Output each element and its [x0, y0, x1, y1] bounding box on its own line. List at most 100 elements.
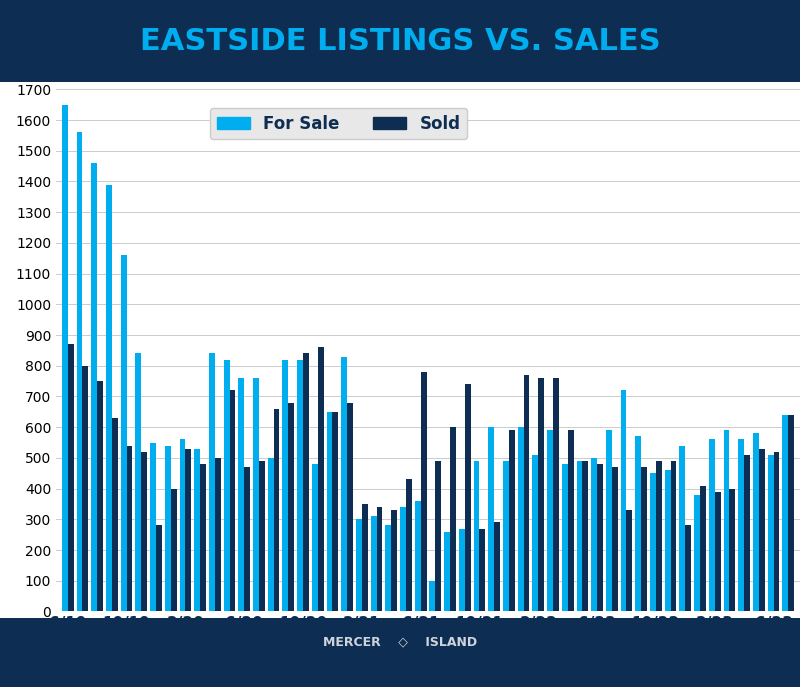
- Bar: [782, 415, 788, 611]
- Bar: [738, 440, 744, 611]
- Bar: [165, 446, 170, 611]
- Bar: [297, 359, 303, 611]
- Bar: [318, 348, 324, 611]
- Bar: [635, 436, 642, 611]
- Bar: [753, 433, 759, 611]
- Bar: [106, 185, 112, 611]
- Bar: [377, 507, 382, 611]
- Bar: [230, 390, 235, 611]
- Bar: [532, 455, 538, 611]
- Bar: [121, 255, 126, 611]
- Bar: [538, 378, 544, 611]
- Bar: [209, 353, 214, 611]
- Bar: [414, 501, 421, 611]
- Bar: [259, 461, 265, 611]
- Bar: [274, 409, 279, 611]
- Bar: [244, 467, 250, 611]
- Bar: [597, 464, 603, 611]
- Bar: [156, 526, 162, 611]
- Bar: [518, 427, 523, 611]
- Bar: [774, 452, 779, 611]
- Bar: [200, 464, 206, 611]
- Bar: [679, 446, 686, 611]
- Bar: [97, 381, 103, 611]
- Bar: [650, 473, 656, 611]
- Bar: [194, 449, 200, 611]
- Bar: [135, 353, 142, 611]
- Bar: [509, 430, 514, 611]
- Bar: [362, 504, 368, 611]
- Bar: [82, 365, 88, 611]
- Bar: [700, 486, 706, 611]
- Bar: [768, 455, 774, 611]
- Bar: [577, 461, 582, 611]
- Bar: [326, 412, 333, 611]
- Bar: [68, 344, 74, 611]
- Bar: [714, 492, 721, 611]
- Bar: [694, 495, 700, 611]
- Bar: [730, 488, 735, 611]
- Bar: [224, 359, 230, 611]
- Bar: [562, 464, 568, 611]
- Bar: [356, 519, 362, 611]
- Bar: [494, 522, 500, 611]
- Bar: [450, 427, 456, 611]
- Bar: [253, 378, 259, 611]
- Bar: [503, 461, 509, 611]
- Bar: [214, 458, 221, 611]
- Bar: [465, 384, 470, 611]
- Bar: [435, 461, 442, 611]
- Bar: [474, 461, 479, 611]
- Bar: [400, 507, 406, 611]
- Bar: [370, 516, 377, 611]
- Bar: [582, 461, 588, 611]
- Bar: [459, 528, 465, 611]
- Bar: [91, 163, 97, 611]
- Bar: [665, 470, 670, 611]
- Bar: [179, 440, 186, 611]
- Bar: [312, 464, 318, 611]
- Bar: [386, 526, 391, 611]
- Bar: [421, 372, 426, 611]
- Bar: [268, 458, 274, 611]
- Bar: [62, 104, 68, 611]
- Bar: [170, 488, 177, 611]
- Bar: [288, 403, 294, 611]
- Text: MERCER    ◇    ISLAND: MERCER ◇ ISLAND: [323, 636, 477, 649]
- Bar: [112, 418, 118, 611]
- Bar: [347, 403, 353, 611]
- Bar: [406, 480, 412, 611]
- Bar: [186, 449, 191, 611]
- Bar: [723, 430, 730, 611]
- Text: EASTSIDE LISTINGS VS. SALES: EASTSIDE LISTINGS VS. SALES: [140, 27, 660, 56]
- Bar: [759, 449, 765, 611]
- Bar: [686, 526, 691, 611]
- Bar: [150, 442, 156, 611]
- Bar: [126, 446, 133, 611]
- Bar: [744, 455, 750, 611]
- Bar: [553, 378, 559, 611]
- Bar: [621, 390, 626, 611]
- Bar: [642, 467, 647, 611]
- Bar: [342, 357, 347, 611]
- Bar: [430, 581, 435, 611]
- Bar: [606, 430, 612, 611]
- Bar: [282, 359, 288, 611]
- Bar: [547, 430, 553, 611]
- Bar: [303, 353, 309, 611]
- Bar: [612, 467, 618, 611]
- Bar: [523, 375, 530, 611]
- Bar: [479, 528, 486, 611]
- Bar: [788, 415, 794, 611]
- Bar: [238, 378, 244, 611]
- Legend: For Sale, Sold: For Sale, Sold: [210, 108, 467, 139]
- Bar: [591, 458, 597, 611]
- Bar: [709, 440, 714, 611]
- Bar: [488, 427, 494, 611]
- Bar: [142, 452, 147, 611]
- Bar: [656, 461, 662, 611]
- Bar: [444, 532, 450, 611]
- Bar: [670, 461, 677, 611]
- Bar: [626, 510, 632, 611]
- Bar: [77, 133, 82, 611]
